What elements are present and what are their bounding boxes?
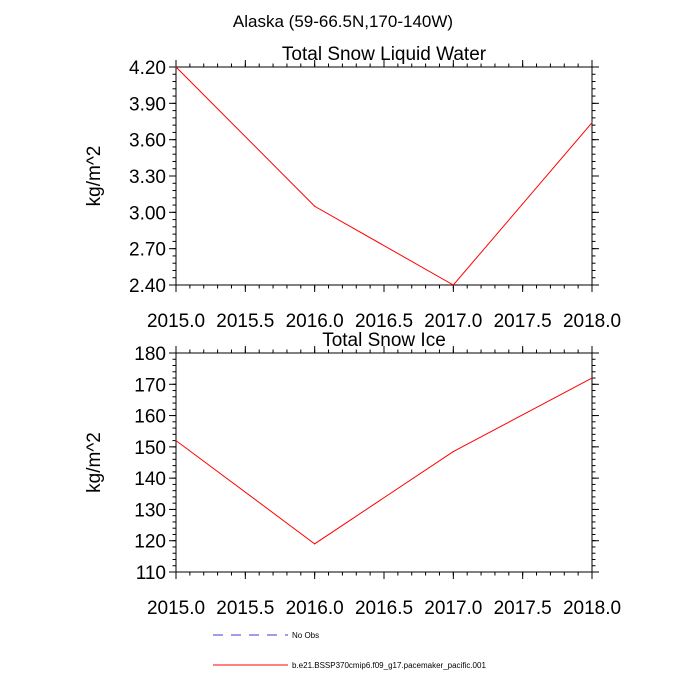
- y-tick-label-liquid-water: 3.30: [129, 167, 166, 188]
- x-tick-label-liquid-water: 2015.5: [216, 311, 274, 332]
- y-tick-label-snow-ice: 170: [134, 375, 166, 396]
- data-point-liquid-water: [175, 66, 177, 68]
- series-line-liquid-water: [175, 66, 593, 286]
- data-point-snow-ice: [314, 543, 316, 545]
- data-point-snow-ice: [175, 440, 177, 442]
- figure-suptitle: Alaska (59-66.5N,170-140W): [233, 12, 453, 31]
- series-line-snow-ice: [175, 377, 593, 545]
- x-tick-label-snow-ice: 2017.0: [424, 598, 482, 619]
- y-tick-label-liquid-water: 4.20: [129, 58, 166, 79]
- x-tick-label-liquid-water: 2017.5: [494, 311, 552, 332]
- x-tick-label-snow-ice: 2015.5: [216, 598, 274, 619]
- x-tick-label-liquid-water: 2015.0: [147, 311, 205, 332]
- y-tick-label-snow-ice: 160: [134, 407, 166, 428]
- y-tick-label-snow-ice: 140: [134, 469, 166, 490]
- y-tick-label-liquid-water: 2.40: [129, 276, 166, 297]
- x-tick-label-snow-ice: 2018.0: [563, 598, 621, 619]
- panel-snow-liquid-water: Total Snow Liquid Water kg/m^2 2015.0 2015.…: [84, 44, 621, 332]
- y-tick-label-liquid-water: 3.00: [129, 203, 166, 224]
- x-tick-label-snow-ice: 2016.5: [355, 598, 413, 619]
- x-tick-label-liquid-water: 2016.0: [286, 311, 344, 332]
- data-point-snow-ice: [591, 377, 593, 379]
- x-tick-label-snow-ice: 2015.0: [147, 598, 205, 619]
- y-tick-label-snow-ice: 110: [136, 563, 166, 584]
- x-tick-label-liquid-water: 2016.5: [355, 311, 413, 332]
- y-tick-label-snow-ice: 120: [134, 532, 166, 553]
- y-tick-label-liquid-water: 2.70: [129, 240, 166, 261]
- plot-frame-snow-ice: [175, 352, 593, 573]
- plot-frame-liquid-water: [175, 66, 593, 286]
- data-point-snow-ice: [452, 450, 454, 453]
- data-point-liquid-water: [314, 205, 316, 207]
- y-tick-label-snow-ice: 130: [134, 500, 166, 521]
- y-tick-label-snow-ice: 150: [134, 438, 166, 459]
- y-axis-label-liquid-water: kg/m^2: [84, 146, 105, 207]
- y-tick-label-snow-ice: 180: [134, 344, 166, 365]
- legend-label-no-obs: No Obs: [292, 631, 319, 640]
- chart-title-snow-ice: Total Snow Ice: [322, 330, 446, 351]
- panel-snow-ice: Total Snow Ice kg/m^2 2015.0 2015.5 2016.0 20…: [84, 330, 621, 619]
- y-tick-label-liquid-water: 3.60: [129, 131, 166, 152]
- legend-label-model-run: b.e21.BSSP370cmip6.f09_g17.pacemaker_pac…: [292, 661, 486, 670]
- x-tick-label-liquid-water: 2018.0: [563, 311, 621, 332]
- data-point-liquid-water: [452, 284, 454, 286]
- x-tick-label-snow-ice: 2016.0: [286, 598, 344, 619]
- x-tick-label-liquid-water: 2017.0: [424, 311, 482, 332]
- x-tick-label-snow-ice: 2017.5: [494, 598, 552, 619]
- data-point-liquid-water: [591, 122, 593, 124]
- legend: No Obs b.e21.BSSP370cmip6.f09_g17.pacema…: [213, 631, 486, 670]
- y-axis-label-snow-ice: kg/m^2: [84, 432, 105, 493]
- chart-title-liquid-water: Total Snow Liquid Water: [282, 44, 487, 65]
- y-tick-label-liquid-water: 3.90: [129, 94, 166, 115]
